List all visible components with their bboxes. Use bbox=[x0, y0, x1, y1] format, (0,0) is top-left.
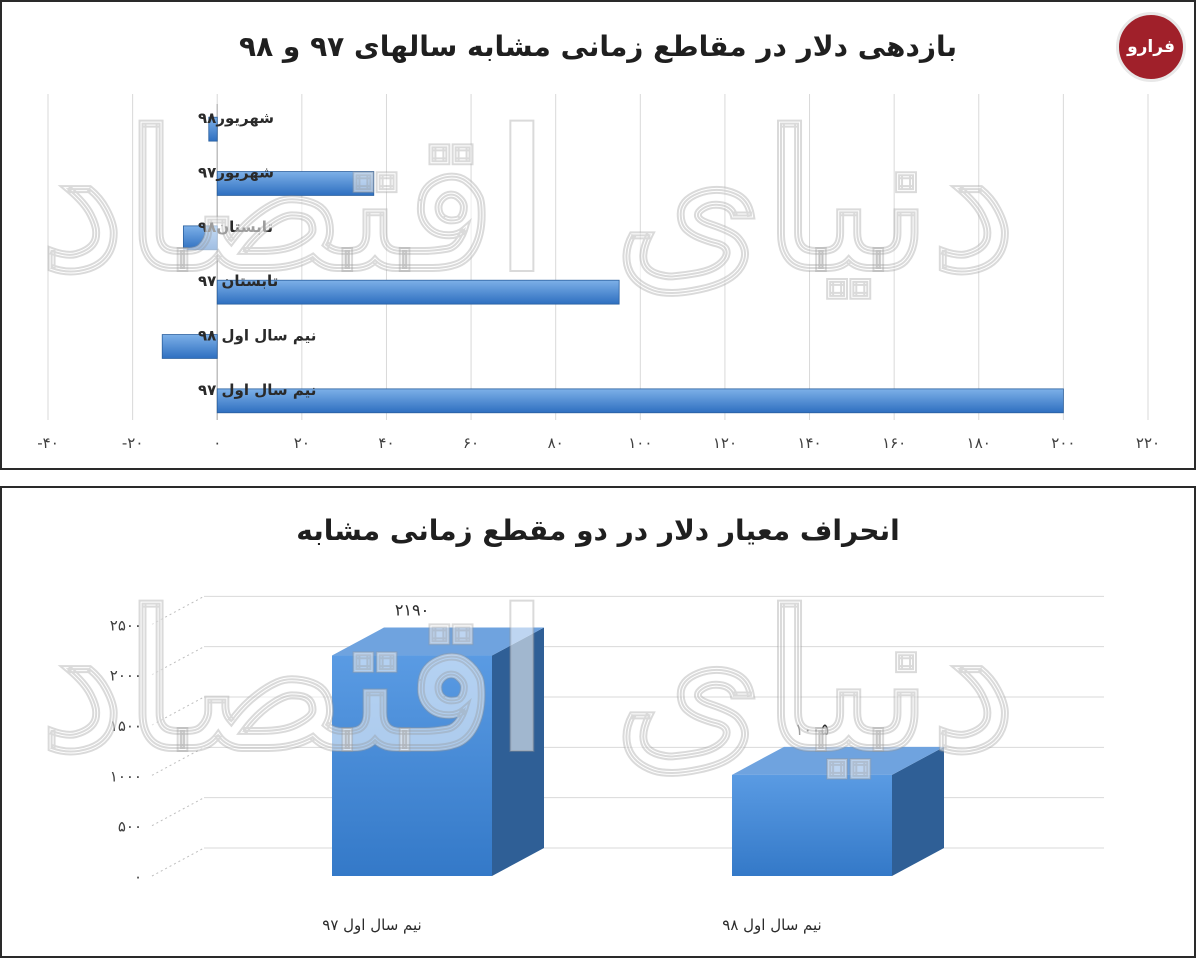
x-tick-label: ۸۰ bbox=[548, 434, 564, 452]
category-label: نیم سال اول ۹۸ bbox=[198, 327, 316, 345]
grid-line bbox=[151, 746, 205, 776]
category-label: شهریور۹۸ bbox=[198, 109, 274, 127]
x-tick-label: ۱۶۰ bbox=[882, 434, 906, 452]
category-label: شهریور۹۷ bbox=[198, 164, 274, 182]
chart-title: انحراف معیار دلار در دو مقطع زمانی مشابه bbox=[296, 514, 900, 547]
bar-top bbox=[332, 627, 544, 656]
x-tick-label: ۲۰۰ bbox=[1051, 434, 1075, 452]
data-label: ۱۰۰۵ bbox=[795, 720, 829, 739]
data-label: ۲۱۹۰ bbox=[395, 601, 429, 620]
site-logo: فرارو bbox=[1116, 12, 1186, 82]
bar-top bbox=[732, 746, 944, 775]
chart-title: بازدهی دلار در مقاطع زمانی مشابه سالهای … bbox=[239, 30, 957, 63]
category-label: تابستان۹۸ bbox=[198, 218, 273, 236]
x-tick-label: ۲۰ bbox=[294, 434, 310, 452]
x-tick-label: -۲۰ bbox=[122, 434, 144, 452]
returns-bar-chart: -۴۰ -۲۰ ۰ ۲۰ ۴۰ ۶۰ ۸۰ ۱۰۰ ۱۲۰ ۱۴۰ ۱۶۰ ۱۸۰ ۲۰۰ ۲۲۰ شهری… bbox=[37, 94, 1160, 452]
x-tick-label: -۴۰ bbox=[37, 434, 59, 452]
chart-panel-returns: بازدهی دلار در مقاطع زمانی مشابه سالهای … bbox=[0, 0, 1196, 470]
y-tick-label: ۱۰۰۰ bbox=[110, 767, 142, 785]
bar bbox=[732, 774, 892, 876]
y-tick-label: ۰ bbox=[134, 868, 142, 886]
grid-line bbox=[151, 595, 205, 625]
category-label: نیم سال اول ۹۸ bbox=[722, 916, 821, 934]
bar-side bbox=[892, 746, 944, 876]
bar bbox=[216, 279, 620, 305]
bar bbox=[332, 655, 492, 876]
y-tick-label: ۱۵۰۰ bbox=[110, 717, 142, 735]
x-tick-label: ۱۲۰ bbox=[713, 434, 737, 452]
x-tick-label: ۱۴۰ bbox=[797, 434, 821, 452]
grid-line bbox=[151, 797, 205, 827]
x-tick-label: ۱۸۰ bbox=[967, 434, 991, 452]
bar-side bbox=[492, 627, 544, 876]
grid-line bbox=[151, 646, 205, 676]
std-dev-bar-chart: ۰ ۵۰۰ ۱۰۰۰ ۱۵۰۰ ۲۰۰۰ ۲۵۰۰ ۲۱۹۰ نیم سال اول ۹۷ ۱۰… bbox=[110, 595, 1104, 934]
chart-panel-std-dev: انحراف معیار دلار در دو مقطع زمانی مشابه… bbox=[0, 486, 1196, 958]
y-tick-label: ۲۵۰۰ bbox=[110, 616, 142, 634]
bar bbox=[216, 171, 375, 196]
category-label: نیم سال اول ۹۷ bbox=[322, 916, 421, 934]
bar bbox=[161, 334, 218, 359]
x-tick-label: ۴۰ bbox=[378, 434, 394, 452]
x-tick-label: ۱۰۰ bbox=[628, 434, 652, 452]
grid-line bbox=[151, 847, 205, 877]
y-tick-label: ۲۰۰۰ bbox=[110, 667, 142, 685]
x-tick-label: ۰ bbox=[213, 434, 221, 452]
bar bbox=[182, 225, 218, 251]
x-tick-label: ۲۲۰ bbox=[1136, 434, 1160, 452]
category-label: تابستان ۹۷ bbox=[198, 272, 278, 290]
grid-line bbox=[151, 696, 205, 726]
bar bbox=[216, 388, 1064, 414]
y-tick-label: ۵۰۰ bbox=[118, 818, 142, 836]
x-tick-label: ۶۰ bbox=[463, 434, 479, 452]
bar bbox=[208, 116, 218, 142]
category-label: نیم سال اول ۹۷ bbox=[198, 381, 316, 399]
